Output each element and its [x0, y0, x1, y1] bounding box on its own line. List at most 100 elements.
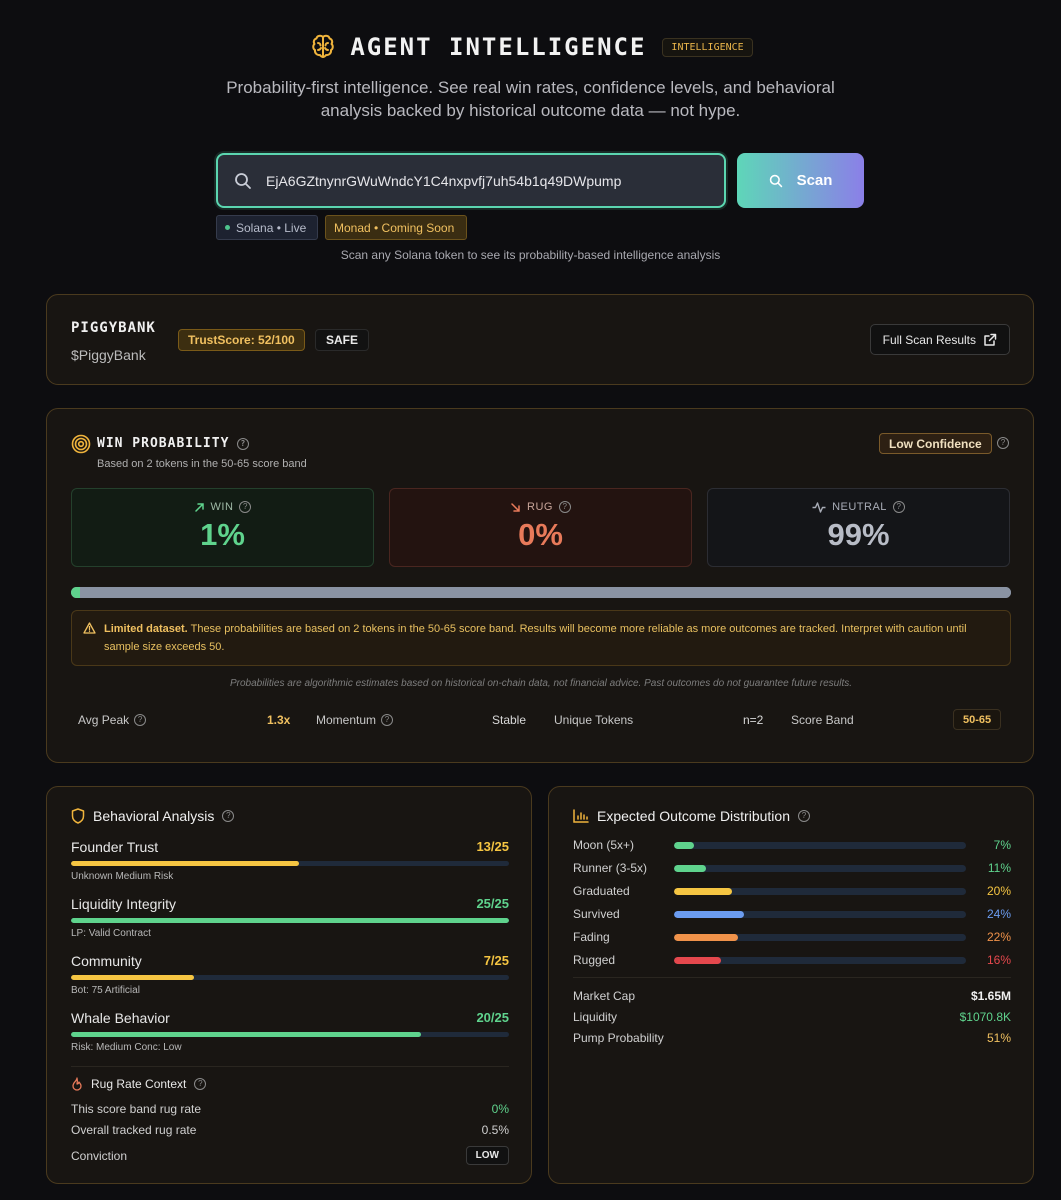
help-icon[interactable]: ? — [239, 501, 252, 513]
outcome-bar — [674, 888, 966, 895]
outcome-bar — [674, 957, 966, 964]
arrow-up-right-icon — [194, 502, 205, 513]
outcome-bar-fill — [674, 842, 695, 849]
rug-stat: RUG ? 0% — [389, 488, 692, 567]
token-address-input[interactable] — [266, 172, 706, 189]
help-icon[interactable]: ? — [222, 810, 235, 822]
rug-rate-context-title: Rug Rate Context ? — [71, 1077, 207, 1091]
score-band-label: Score Band — [791, 713, 854, 727]
win-label: WIN — [210, 501, 234, 513]
market-cap-label: Market Cap — [573, 989, 636, 1003]
behavior-bar — [71, 1032, 509, 1037]
conviction-row: Conviction LOW — [71, 1146, 509, 1165]
band-rug-rate-value: 0% — [491, 1102, 509, 1116]
behavior-score: 25/25 — [476, 896, 509, 911]
outcome-label: Rugged — [573, 953, 616, 967]
behavior-detail: Bot: 75 Artificial — [71, 985, 140, 996]
outcome-bar-fill — [674, 957, 721, 964]
outcome-heading: Expected Outcome Distribution — [597, 808, 790, 824]
rug-label: RUG — [527, 501, 553, 513]
scan-button-label: Scan — [796, 172, 833, 189]
help-icon[interactable]: ? — [558, 501, 571, 513]
outcome-bar — [674, 842, 966, 849]
behavior-bar — [71, 918, 509, 923]
behavior-label: Liquidity Integrity — [71, 896, 177, 912]
market-cap-value: $1.65M — [970, 989, 1011, 1003]
rug-value: 0% — [518, 517, 563, 552]
win-stat: WIN ? 1% — [71, 488, 374, 567]
help-icon[interactable]: ? — [381, 714, 394, 726]
outcome-bar-fill — [674, 911, 745, 918]
target-icon — [71, 434, 91, 454]
liquidity-row: Liquidity $1070.8K — [573, 1010, 1011, 1024]
page-subtitle: Probability-first intelligence. See real… — [200, 76, 861, 122]
outcome-bar-fill — [674, 865, 707, 872]
full-scan-label: Full Scan Results — [882, 332, 976, 347]
neutral-value: 99% — [827, 517, 890, 552]
momentum-value: Stable — [492, 713, 527, 727]
score-band-badge: 50-65 — [953, 709, 1002, 730]
help-icon[interactable]: ? — [797, 810, 810, 822]
probability-bar-neutral — [80, 587, 1011, 598]
full-scan-results-button[interactable]: Full Scan Results — [869, 324, 1010, 355]
chain-chip-monad[interactable]: Monad • Coming Soon — [325, 215, 467, 240]
behavior-bar — [71, 975, 509, 980]
intelligence-badge: INTELLIGENCE — [662, 37, 753, 57]
momentum-label: Momentum — [316, 713, 377, 727]
unique-tokens-value: n=2 — [743, 713, 764, 727]
behavior-score: 7/25 — [483, 953, 509, 968]
outcome-bar — [674, 865, 966, 872]
probability-bar — [71, 587, 1011, 598]
subtitle-line-2: analysis backed by historical outcome da… — [320, 101, 741, 120]
outcome-row: Graduated 20% — [573, 884, 1011, 900]
behavior-label: Founder Trust — [71, 839, 159, 855]
warning-text: These probabilities are based on 2 token… — [104, 623, 967, 653]
outcome-percent: 7% — [993, 838, 1011, 852]
flame-icon — [71, 1077, 83, 1091]
outcome-label: Survived — [573, 907, 620, 921]
outcome-bar — [674, 911, 966, 918]
confidence-badge: Low Confidence — [879, 433, 992, 454]
outcome-label: Runner (3-5x) — [573, 861, 648, 875]
conviction-label: Conviction — [71, 1148, 128, 1163]
behavior-bar-fill — [71, 861, 299, 866]
behavior-score: 13/25 — [476, 839, 509, 854]
app-title: AGENT INTELLIGENCE — [350, 33, 647, 61]
search-icon — [769, 174, 783, 188]
outcome-percent: 11% — [987, 861, 1011, 875]
outcome-row: Moon (5x+) 7% — [573, 838, 1011, 854]
help-icon[interactable]: ? — [237, 437, 250, 450]
chain-monad-label: Monad • Coming Soon — [334, 220, 455, 235]
token-name: PIGGYBANK — [71, 320, 156, 336]
limited-dataset-warning: Limited dataset. These probabilities are… — [71, 610, 1011, 666]
help-icon[interactable]: ? — [997, 437, 1009, 449]
divider — [71, 1066, 509, 1067]
outcome-row: Survived 24% — [573, 907, 1011, 923]
shield-icon — [71, 808, 85, 824]
market-cap-row: Market Cap $1.65M — [573, 989, 1011, 1003]
header-brand: AGENT INTELLIGENCE INTELLIGENCE — [0, 30, 1061, 64]
scan-button[interactable]: Scan — [737, 153, 864, 208]
overall-rug-rate-value: 0.5% — [481, 1123, 509, 1137]
outcome-bar — [674, 934, 966, 941]
behavior-item: Whale Behavior 20/25 Risk: Medium Conc: L… — [71, 1010, 509, 1053]
activity-icon — [812, 501, 826, 513]
help-icon[interactable]: ? — [892, 501, 905, 513]
search-field[interactable] — [216, 153, 726, 208]
behavior-bar-fill — [71, 1032, 422, 1037]
outcome-bar-fill — [674, 934, 739, 941]
pump-probability-label: Pump Probability — [573, 1031, 664, 1045]
external-link-icon — [983, 333, 997, 347]
help-icon[interactable]: ? — [194, 1078, 207, 1090]
pump-probability-value: 51% — [986, 1031, 1011, 1045]
neutral-stat: NEUTRAL ? 99% — [707, 488, 1010, 567]
outcome-row: Runner (3-5x) 11% — [573, 861, 1011, 877]
behavior-detail: Unknown Medium Risk — [71, 871, 174, 882]
chain-chip-solana[interactable]: Solana • Live — [216, 215, 318, 240]
behavior-detail: LP: Valid Contract — [71, 928, 151, 939]
rug-context-heading: Rug Rate Context — [91, 1077, 187, 1091]
help-icon[interactable]: ? — [134, 714, 147, 726]
overall-rug-rate-label: Overall tracked rug rate — [71, 1123, 197, 1137]
behavior-item: Liquidity Integrity 25/25 LP: Valid Contr… — [71, 896, 509, 939]
band-rug-rate-label: This score band rug rate — [71, 1102, 202, 1116]
